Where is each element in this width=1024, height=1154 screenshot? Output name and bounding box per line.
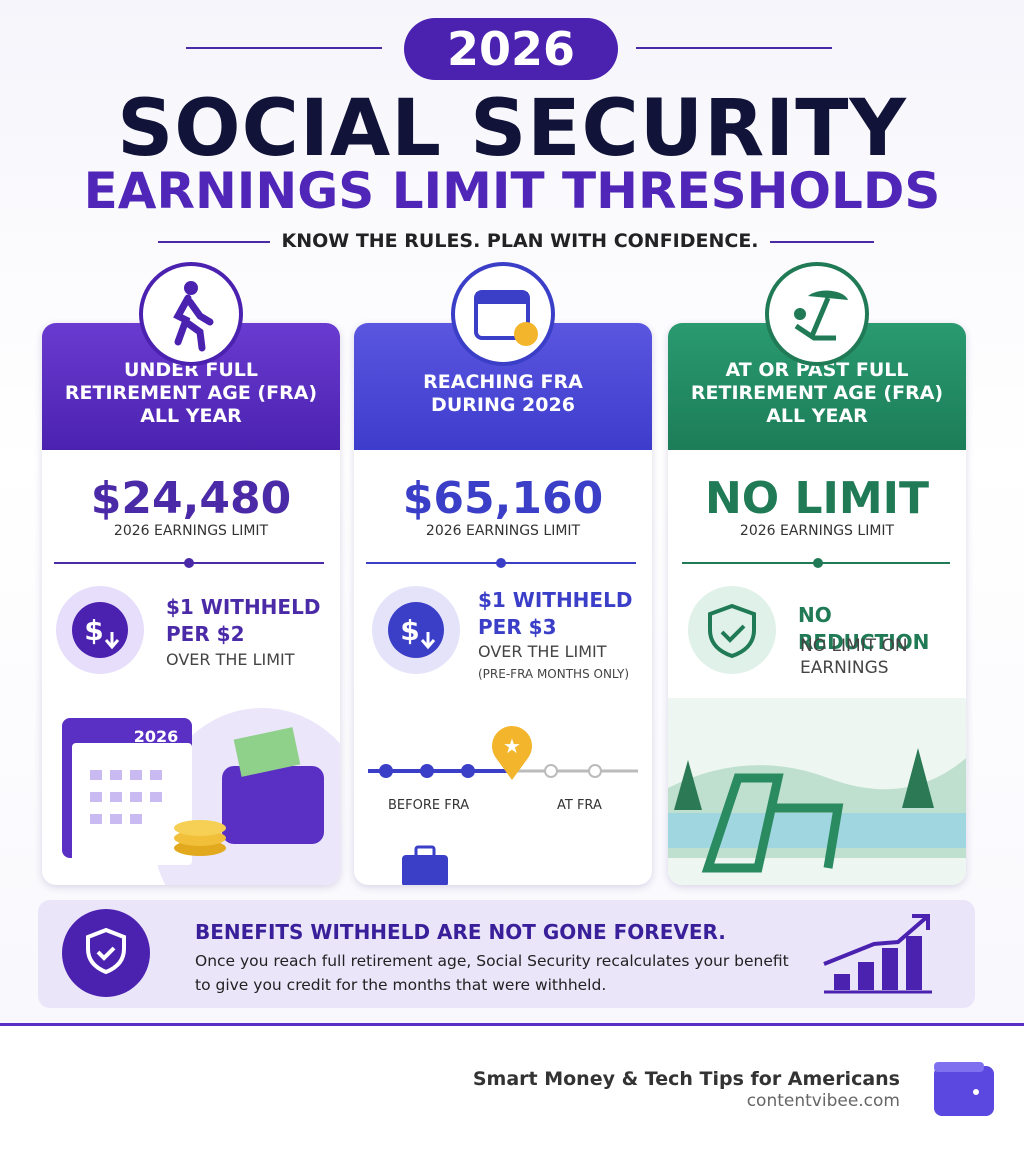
- heading-line: UNDER FULL: [124, 359, 258, 381]
- rule-text: NO REDUCTION: [798, 602, 966, 656]
- timeline-label: BEFORE FRA: [388, 798, 470, 813]
- tagline: KNOW THE RULES. PLAN WITH CONFIDENCE.: [281, 230, 759, 252]
- svg-text:$: $: [400, 614, 419, 647]
- title: SOCIAL SECURITY: [117, 84, 907, 174]
- note-line: (PRE-FRA MONTHS ONLY): [478, 667, 630, 681]
- footer-site: contentvibee.com: [746, 1091, 900, 1111]
- heading-line: RETIREMENT AGE (FRA): [64, 382, 318, 404]
- card-heading: AT OR PAST FULL RETIREMENT AGE (FRA) ALL…: [668, 323, 966, 450]
- card: UNDER FULL RETIREMENT AGE (FRA) ALL YEAR…: [42, 323, 340, 885]
- year-badge: 2026: [404, 18, 618, 80]
- card-art: $: [54, 558, 340, 885]
- heading-line: ALL YEAR: [766, 405, 868, 427]
- rule-line-text: $1 WITHHELD: [478, 588, 633, 612]
- svg-text:$: $: [84, 614, 103, 647]
- banner-line: to give you credit for the months that w…: [195, 976, 607, 994]
- rule-line-text: NO REDUCTION: [798, 603, 930, 654]
- banner-line: Once you reach full retirement age, Soci…: [195, 952, 789, 970]
- rule-line-text: PER $3: [478, 615, 557, 639]
- card-icons: [139, 262, 869, 366]
- card-art: [668, 558, 966, 885]
- rule-line: [636, 47, 832, 49]
- amount: $24,480: [90, 473, 292, 524]
- banner: [38, 900, 975, 1008]
- card-art: $ ★: [366, 558, 638, 885]
- card: AT OR PAST FULL RETIREMENT AGE (FRA) ALL…: [668, 323, 966, 885]
- rule-line-text: $1 WITHHELD: [166, 595, 321, 619]
- banner-title: BENEFITS WITHHELD ARE NOT GONE FOREVER.: [195, 920, 726, 944]
- heading-line: ALL YEAR: [140, 405, 242, 427]
- rule-line: [186, 47, 382, 49]
- heading-line: REACHING FRA: [423, 370, 583, 393]
- note-line: OVER THE LIMIT: [166, 650, 295, 669]
- note-line: OVER THE LIMIT: [478, 642, 607, 661]
- amount: NO LIMIT: [704, 473, 930, 524]
- banner-text: Once you reach full retirement age, Soci…: [195, 949, 789, 997]
- footer-rule: [0, 1023, 1024, 1026]
- rule-line-text: PER $2: [166, 622, 245, 646]
- subtitle: EARNINGS LIMIT THRESHOLDS: [83, 162, 941, 220]
- footer: [0, 1026, 1024, 1154]
- timeline-label: AT FRA: [557, 798, 602, 813]
- heading-line: RETIREMENT AGE (FRA): [690, 382, 944, 404]
- note: NO LIMIT ON EARNINGS: [800, 635, 908, 679]
- rule-line: [158, 241, 270, 243]
- note-line: EARNINGS: [800, 658, 889, 678]
- amount-label: 2026 EARNINGS LIMIT: [425, 523, 581, 539]
- wallet-logo: [934, 1062, 994, 1116]
- note: OVER THE LIMIT (PRE-FRA MONTHS ONLY): [478, 641, 629, 685]
- footer-tagline: Smart Money & Tech Tips for Americans: [472, 1068, 900, 1090]
- svg-text:★: ★: [503, 734, 521, 758]
- rule-line: [770, 241, 874, 243]
- rule-text: $1 WITHHELD PER $2: [166, 594, 320, 648]
- card: REACHING FRA DURING 2026 $65,160 2026 EA…: [354, 323, 652, 885]
- note: OVER THE LIMIT: [166, 649, 295, 671]
- amount-label: 2026 EARNINGS LIMIT: [739, 523, 895, 539]
- calendar-label: 2026: [133, 727, 179, 746]
- heading-line: AT OR PAST FULL: [725, 359, 909, 381]
- note-line: NO LIMIT ON: [800, 636, 908, 656]
- heading-line: DURING 2026: [431, 393, 575, 416]
- amount: $65,160: [402, 473, 604, 524]
- banner-art: [62, 909, 932, 997]
- amount-label: 2026 EARNINGS LIMIT: [113, 523, 269, 539]
- card-heading: REACHING FRA DURING 2026: [354, 323, 652, 450]
- rule-text: $1 WITHHELD PER $3: [478, 587, 632, 641]
